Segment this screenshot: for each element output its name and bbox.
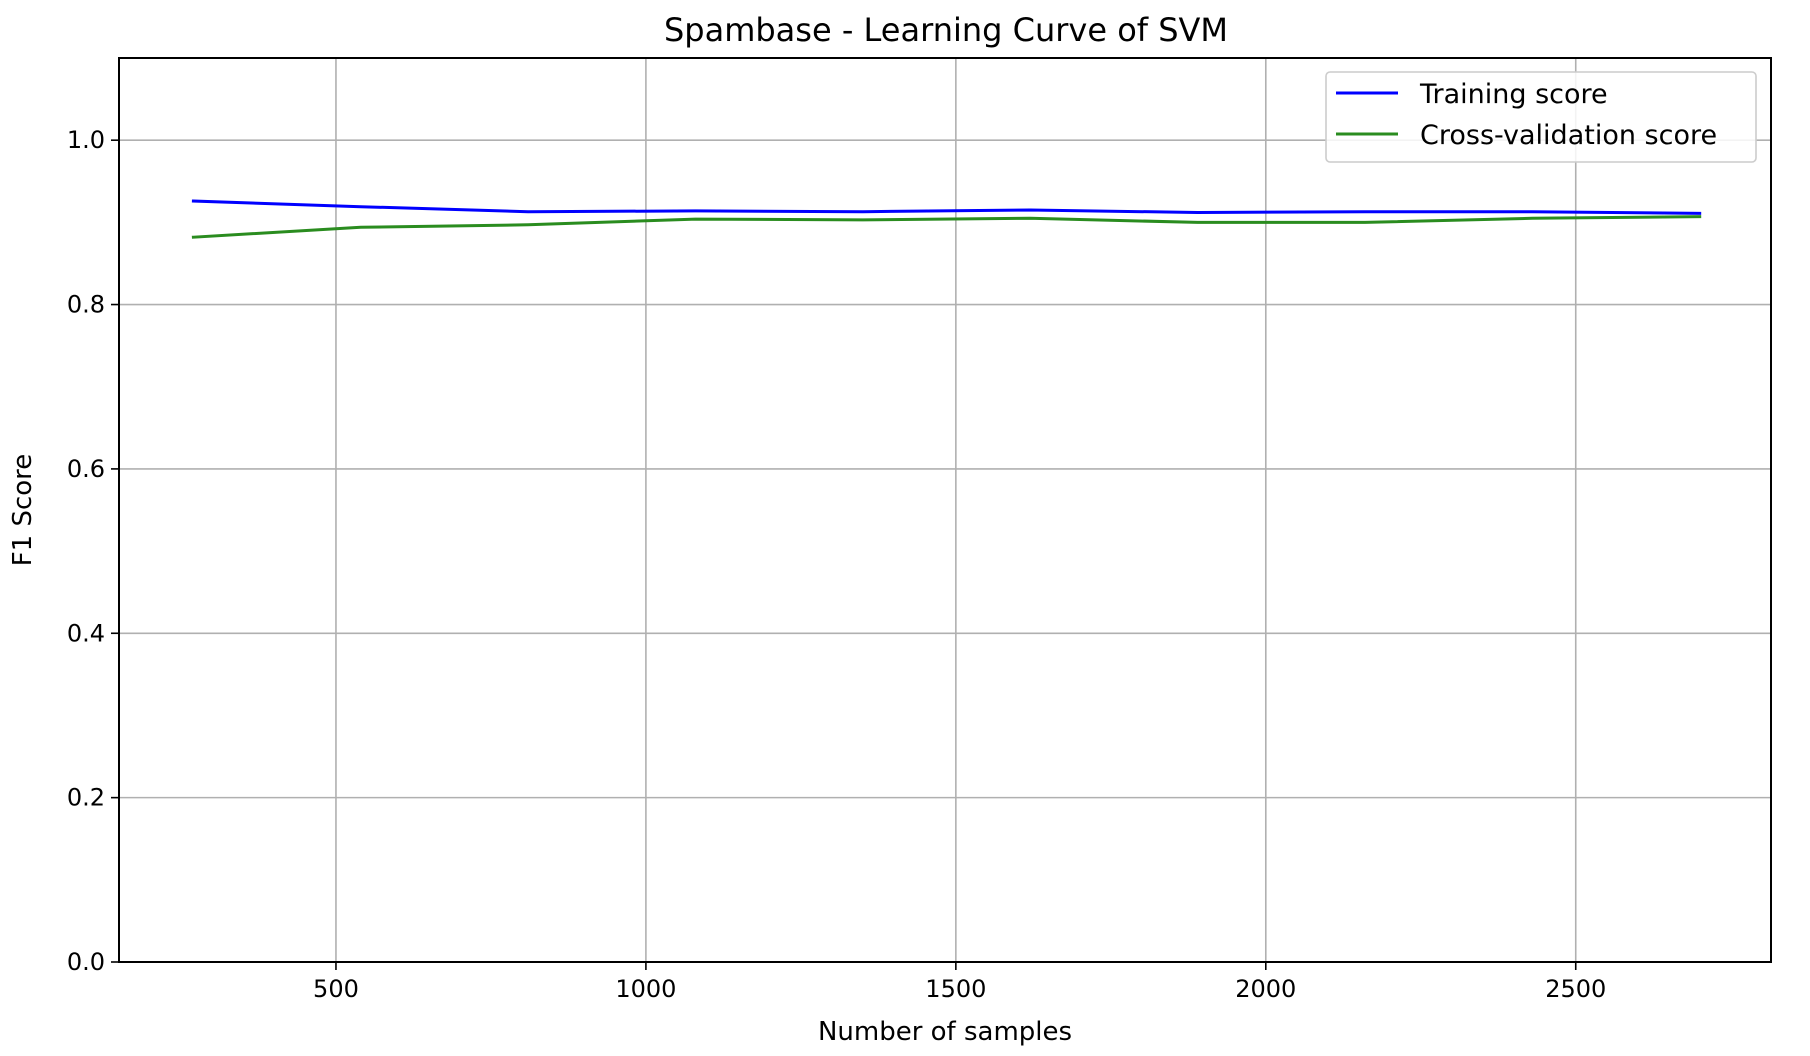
x-axis: 500 1000 1500 2000 2500 <box>313 962 1606 1003</box>
y-axis-label: F1 Score <box>8 454 38 567</box>
series-layer <box>191 199 1702 239</box>
x-tick-label: 1000 <box>615 975 676 1003</box>
y-axis: 0.0 0.2 0.4 0.6 0.8 1.0 <box>67 126 119 976</box>
y-tick-label: 0.2 <box>67 784 105 812</box>
series-line-cross-validation-score <box>191 215 1702 239</box>
y-tick-label: 0.6 <box>67 455 105 483</box>
legend-box <box>1325 71 1757 163</box>
legend-label-cross-validation-score: Cross-validation score <box>1420 120 1717 151</box>
y-tick-label: 0.4 <box>67 619 105 647</box>
legend: Training score Cross-validation score <box>1325 71 1757 163</box>
x-tick-label: 2500 <box>1545 975 1606 1003</box>
x-axis-label: Number of samples <box>818 1017 1072 1047</box>
y-tick-label: 0.0 <box>67 948 105 976</box>
x-tick-label: 2000 <box>1235 975 1296 1003</box>
y-tick-label: 0.8 <box>67 291 105 319</box>
x-tick-label: 500 <box>313 975 359 1003</box>
x-tick-label: 1500 <box>925 975 986 1003</box>
plot-frame <box>118 57 1772 963</box>
series-line-training-score <box>191 199 1702 215</box>
y-tick-label: 1.0 <box>67 126 105 154</box>
chart-title: Spambase - Learning Curve of SVM <box>664 11 1228 49</box>
legend-label-training-score: Training score <box>1419 79 1608 110</box>
